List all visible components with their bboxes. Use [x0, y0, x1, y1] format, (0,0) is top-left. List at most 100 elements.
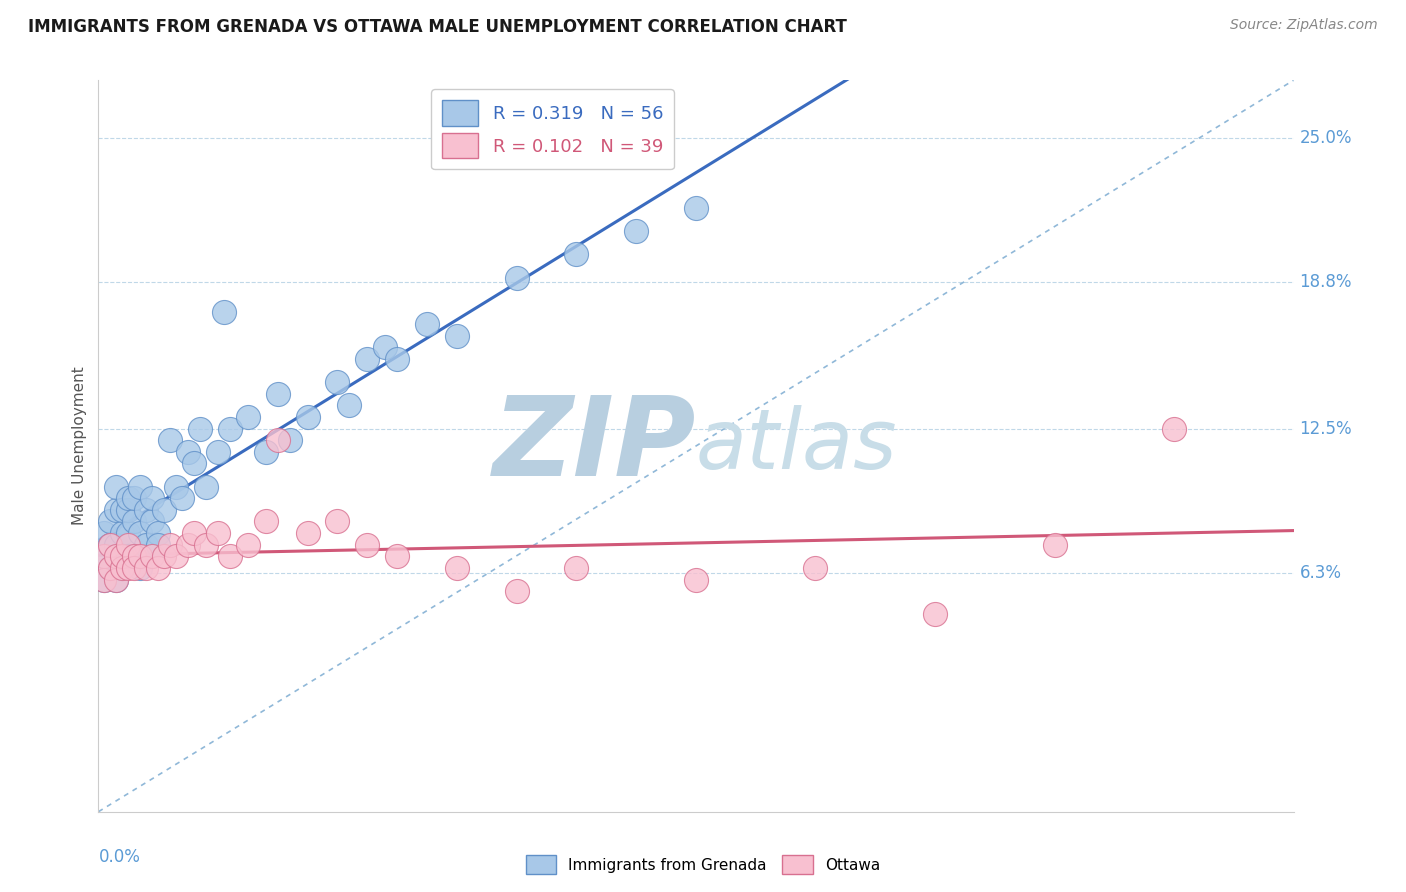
Point: [267, 386, 290, 401]
Point: [135, 561, 157, 575]
Point: [1043, 538, 1066, 552]
Point: [506, 584, 529, 599]
Point: [183, 457, 205, 471]
Point: [219, 421, 242, 435]
Point: [111, 503, 134, 517]
Point: [98, 538, 122, 552]
Point: [385, 351, 409, 366]
Point: [195, 538, 218, 552]
Point: [129, 561, 152, 575]
Point: [254, 445, 277, 459]
Text: IMMIGRANTS FROM GRENADA VS OTTAWA MALE UNEMPLOYMENT CORRELATION CHART: IMMIGRANTS FROM GRENADA VS OTTAWA MALE U…: [28, 18, 846, 36]
Point: [105, 573, 128, 587]
Point: [98, 561, 122, 575]
Point: [111, 526, 134, 541]
Point: [117, 491, 139, 506]
Point: [111, 549, 134, 564]
Text: 6.3%: 6.3%: [1299, 564, 1341, 582]
Point: [153, 549, 176, 564]
Point: [129, 549, 152, 564]
Point: [565, 561, 588, 575]
Point: [195, 480, 218, 494]
Point: [148, 561, 170, 575]
Point: [177, 445, 200, 459]
Point: [124, 561, 146, 575]
Point: [212, 305, 235, 319]
Point: [159, 538, 181, 552]
Point: [236, 409, 259, 424]
Point: [924, 607, 946, 622]
Point: [153, 503, 176, 517]
Point: [141, 515, 163, 529]
Point: [183, 526, 205, 541]
Point: [93, 573, 115, 587]
Point: [326, 375, 349, 389]
Text: 12.5%: 12.5%: [1299, 419, 1353, 438]
Point: [172, 491, 194, 506]
Point: [297, 526, 319, 541]
Point: [339, 398, 361, 412]
Point: [93, 549, 115, 564]
Point: [98, 561, 122, 575]
Y-axis label: Male Unemployment: Male Unemployment: [72, 367, 87, 525]
Point: [219, 549, 242, 564]
Point: [278, 433, 301, 447]
Point: [117, 561, 139, 575]
Point: [98, 515, 122, 529]
Point: [93, 526, 115, 541]
Point: [626, 224, 648, 238]
Point: [105, 573, 128, 587]
Point: [506, 270, 529, 285]
Point: [207, 445, 229, 459]
Point: [148, 538, 170, 552]
Point: [416, 317, 439, 331]
Point: [297, 409, 319, 424]
Point: [565, 247, 588, 261]
Point: [93, 573, 115, 587]
Point: [165, 549, 187, 564]
Text: Source: ZipAtlas.com: Source: ZipAtlas.com: [1230, 18, 1378, 32]
Point: [165, 480, 187, 494]
Point: [326, 515, 349, 529]
Point: [236, 538, 259, 552]
Text: 18.8%: 18.8%: [1299, 273, 1353, 292]
Point: [135, 503, 157, 517]
Point: [685, 573, 707, 587]
Point: [124, 515, 146, 529]
Point: [267, 433, 290, 447]
Point: [111, 561, 134, 575]
Point: [356, 351, 378, 366]
Point: [93, 549, 115, 564]
Point: [105, 538, 128, 552]
Point: [98, 538, 122, 552]
Point: [254, 515, 277, 529]
Point: [117, 503, 139, 517]
Point: [129, 480, 152, 494]
Point: [117, 538, 139, 552]
Point: [207, 526, 229, 541]
Point: [148, 526, 170, 541]
Text: ZIP: ZIP: [492, 392, 696, 500]
Point: [446, 561, 468, 575]
Text: atlas: atlas: [696, 406, 897, 486]
Legend: Immigrants from Grenada, Ottawa: Immigrants from Grenada, Ottawa: [520, 849, 886, 880]
Point: [124, 549, 146, 564]
Point: [117, 549, 139, 564]
Point: [1163, 421, 1185, 435]
Point: [188, 421, 211, 435]
Point: [105, 480, 128, 494]
Point: [374, 340, 396, 354]
Point: [117, 526, 139, 541]
Legend: R = 0.319   N = 56, R = 0.102   N = 39: R = 0.319 N = 56, R = 0.102 N = 39: [432, 89, 673, 169]
Point: [111, 561, 134, 575]
Point: [105, 549, 128, 564]
Text: 0.0%: 0.0%: [98, 848, 141, 866]
Point: [385, 549, 409, 564]
Text: 25.0%: 25.0%: [1299, 129, 1353, 147]
Point: [141, 491, 163, 506]
Point: [356, 538, 378, 552]
Point: [685, 201, 707, 215]
Point: [446, 328, 468, 343]
Point: [135, 538, 157, 552]
Point: [159, 433, 181, 447]
